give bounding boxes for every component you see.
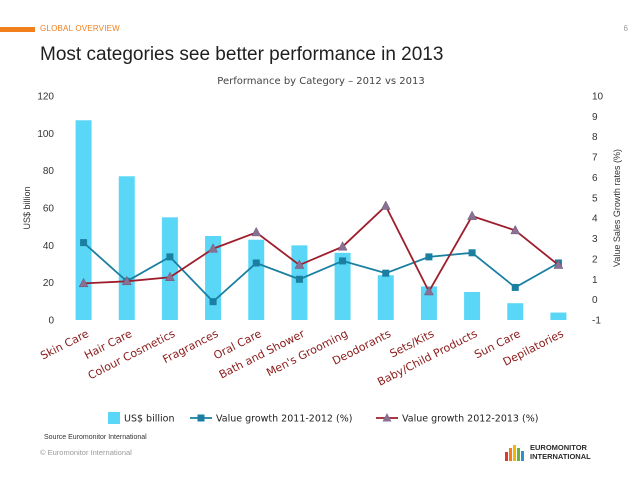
y-tick-label: 0: [48, 316, 54, 327]
logo-mark-icon: [505, 445, 524, 461]
y2-tick-label: 1: [592, 275, 598, 286]
y2-tick-label: -1: [592, 316, 601, 327]
y-tick-label: 100: [37, 129, 54, 140]
point-2013-oral-care: [251, 226, 262, 237]
point-2013-depilatories: [553, 259, 564, 269]
y2-tick-label: 2: [592, 254, 598, 265]
point-2013-hair-care: [121, 275, 132, 286]
page-number: 6: [623, 24, 628, 33]
accent-bar: [0, 27, 35, 32]
section-label: GLOBAL OVERVIEW: [40, 24, 120, 33]
point-2013-skin-care: [78, 277, 89, 288]
y2-tick-label: 10: [592, 92, 604, 103]
bar-baby-child-products: [464, 292, 481, 320]
y-tick-label: 60: [43, 204, 55, 215]
point-2013-baby-child-products: [467, 210, 477, 220]
y-axis-title: US$ billion: [22, 186, 32, 229]
legend-label-2012: Value growth 2011-2012 (%): [216, 414, 352, 425]
point-2013-colour-cosmetics: [165, 271, 175, 281]
bar-oral-care: [248, 239, 265, 320]
bar-hair-care: [118, 176, 135, 320]
bar-depilatories: [550, 312, 567, 320]
y-tick-label: 20: [43, 278, 55, 289]
legend-marker-2012: [197, 414, 205, 422]
slide-title: Most categories see better performance i…: [40, 44, 444, 65]
point-2013-bath-and-shower: [294, 259, 305, 269]
point-2012-baby-child-products: [468, 249, 476, 257]
point-2012-oral-care: [252, 259, 260, 267]
copyright: © Euromonitor International: [40, 448, 132, 457]
legend-swatch-bar: [108, 412, 120, 424]
y-tick-label: 40: [43, 241, 55, 252]
point-2012-skin-care: [80, 239, 88, 247]
bar-deodorants: [377, 275, 394, 320]
bar-skin-care: [75, 120, 92, 321]
bar-men-s-grooming: [334, 252, 351, 320]
y-tick-label: 120: [37, 92, 54, 103]
point-2012-colour-cosmetics: [166, 253, 174, 261]
point-2012-deodorants: [382, 269, 390, 277]
legend-marker-2013: [382, 413, 392, 422]
point-2012-sun-care: [511, 283, 519, 291]
y2-tick-label: 7: [592, 153, 598, 164]
euromonitor-logo: EUROMONITOR INTERNATIONAL: [504, 441, 604, 463]
point-2012-fragrances: [209, 298, 217, 306]
point-2013-sets-kits: [424, 285, 434, 296]
point-2013-deodorants: [380, 200, 391, 210]
point-2013-men-s-grooming: [337, 241, 348, 251]
point-2012-bath-and-shower: [295, 275, 303, 283]
source-note: Source Euromonitor International: [44, 434, 147, 441]
bar-sun-care: [507, 303, 524, 320]
y2-tick-label: 9: [592, 112, 598, 123]
y-tick-label: 80: [43, 166, 55, 177]
logo-line2: INTERNATIONAL: [530, 452, 591, 461]
legend-label-bar: US$ billion: [124, 414, 174, 425]
point-2013-sun-care: [510, 224, 521, 235]
point-2012-men-s-grooming: [339, 257, 347, 265]
point-2013-fragrances: [208, 243, 218, 253]
logo-line1: EUROMONITOR: [530, 443, 587, 452]
series-line-value-growth-2012-2013: [83, 204, 559, 294]
y2-tick-label: 5: [592, 193, 598, 204]
y2-tick-label: 3: [592, 234, 598, 245]
point-2012-sets-kits: [425, 253, 433, 261]
legend-label-2013: Value growth 2012-2013 (%): [402, 414, 538, 425]
y2-axis-title: Value Sales Growth rates (%): [612, 149, 622, 267]
y2-tick-label: 8: [592, 132, 598, 143]
y2-tick-label: 4: [592, 214, 598, 225]
y2-tick-label: 0: [592, 295, 598, 306]
chart-title: Performance by Category – 2012 vs 2013: [217, 76, 424, 87]
x-tick-label-skin-care: Skin Care: [38, 327, 91, 362]
series-line-value-growth-2011-2012: [82, 241, 559, 303]
y2-tick-label: 6: [592, 173, 598, 184]
bar-colour-cosmetics: [161, 217, 178, 320]
